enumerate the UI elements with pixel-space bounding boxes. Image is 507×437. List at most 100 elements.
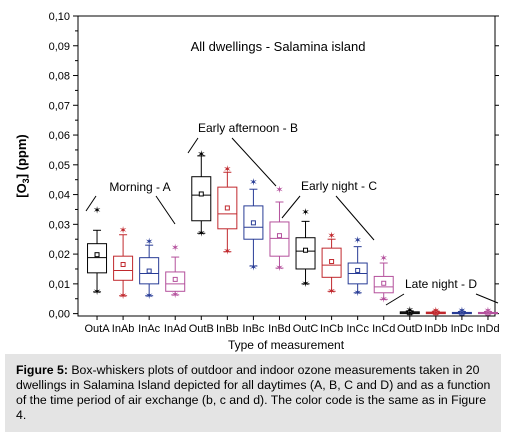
box-InAd: ✶✶ bbox=[165, 243, 186, 301]
x-tick-label: OutA bbox=[84, 323, 110, 335]
annotation-line bbox=[155, 195, 176, 225]
box-OutD: ✶✶ bbox=[399, 306, 420, 320]
box-InBb: ✶✶ bbox=[217, 164, 238, 258]
box-OutB: ✶✶ bbox=[191, 149, 212, 239]
y-tick-label: 0,10 bbox=[49, 11, 70, 23]
outlier-marker: ✶ bbox=[484, 309, 492, 320]
x-tick-label: InCb bbox=[320, 323, 343, 335]
box-OutC: ✶✶ bbox=[295, 207, 316, 290]
outlier-marker: ✶ bbox=[301, 279, 309, 290]
outlier-marker: ✶ bbox=[406, 309, 414, 320]
outlier-marker: ✶ bbox=[275, 263, 283, 274]
boxes: ✶✶✶✶✶✶✶✶✶✶✶✶✶✶✶✶✶✶✶✶✶✶✶✶✶✶ ✶✶ ✶✶ ✶✶ bbox=[87, 149, 498, 320]
box-InBd: ✶✶ bbox=[269, 185, 290, 274]
y-tick-label: 0,08 bbox=[49, 71, 70, 83]
outlier-marker: ✶ bbox=[327, 231, 335, 242]
box-body bbox=[87, 243, 108, 274]
x-tick-label: InAc bbox=[138, 323, 161, 335]
outlier-marker: ✶ bbox=[380, 294, 388, 305]
x-tick-label: InDc bbox=[451, 323, 474, 335]
x-tick-label: InCc bbox=[346, 323, 369, 335]
y-tick-label: 0,09 bbox=[49, 41, 70, 53]
y-tick-label: 0,07 bbox=[49, 100, 70, 112]
box-body bbox=[113, 255, 134, 281]
annotation-line bbox=[475, 293, 499, 304]
x-tick-label: OutD bbox=[397, 323, 423, 335]
box-body bbox=[191, 176, 212, 222]
x-tick-label: InBb bbox=[216, 323, 239, 335]
mean-marker bbox=[276, 233, 282, 239]
y-tick-label: 0,05 bbox=[49, 160, 70, 172]
outlier-marker: ✶ bbox=[171, 290, 179, 301]
box-InCb: ✶✶ bbox=[321, 231, 342, 297]
annotations: Morning - A Early afternoon - B Early nigh… bbox=[85, 121, 499, 306]
y-tick-label: 0,03 bbox=[49, 219, 70, 231]
y-tick-label: 0,06 bbox=[49, 130, 70, 142]
box-plot-chart: 0,00 0,01 0,02 0,03 0,04 0,05 0,06 0,07 0,08 0,09… bbox=[14, 11, 500, 352]
x-tick-label: InCd bbox=[372, 323, 395, 335]
annotation-label: Early afternoon - B bbox=[198, 121, 298, 135]
outlier-marker: ✶ bbox=[145, 237, 153, 248]
outlier-marker: ✶ bbox=[119, 291, 127, 302]
outlier-marker: ✶ bbox=[249, 178, 257, 189]
x-tick-label: OutB bbox=[189, 323, 214, 335]
outlier-marker: ✶ bbox=[484, 306, 492, 317]
annotation-line bbox=[85, 195, 97, 212]
plot-frame bbox=[77, 15, 496, 317]
y-tick-label: 0,01 bbox=[49, 279, 70, 291]
mean-marker bbox=[381, 280, 387, 286]
outlier-marker: ✶ bbox=[458, 306, 466, 317]
box-InAb: ✶✶ bbox=[113, 225, 134, 302]
mean-marker bbox=[303, 247, 309, 253]
outlier-marker: ✶ bbox=[406, 306, 414, 317]
x-tick-label: InAd bbox=[164, 323, 187, 335]
outlier-marker: ✶ bbox=[223, 247, 231, 258]
outlier-marker: ✶ bbox=[301, 207, 309, 218]
mean-marker bbox=[459, 310, 465, 316]
mean-marker bbox=[250, 220, 256, 226]
annotation-line bbox=[385, 293, 405, 306]
x-tick-label: InBc bbox=[242, 323, 265, 335]
mean-marker bbox=[198, 191, 204, 197]
x-tick-label: OutC bbox=[293, 323, 319, 335]
y-axis-label: [O3] (ppm) bbox=[14, 134, 31, 198]
chart-title: All dwellings - Salamina island bbox=[191, 39, 366, 54]
box-OutA: ✶✶ bbox=[87, 205, 108, 298]
y-tick-label: 0,02 bbox=[49, 249, 70, 261]
box-InAc: ✶✶ bbox=[139, 237, 160, 302]
mean-marker bbox=[224, 205, 230, 211]
mean-marker bbox=[94, 252, 100, 258]
outlier-marker: ✶ bbox=[327, 286, 335, 297]
mean-marker bbox=[355, 267, 361, 273]
box-InDc: ✶✶ bbox=[451, 306, 472, 320]
box-InDd: ✶✶ bbox=[477, 306, 498, 320]
box-InCd: ✶✶ bbox=[373, 254, 394, 305]
x-tick-label: InDb bbox=[424, 323, 447, 335]
mean-marker bbox=[120, 262, 126, 268]
outlier-marker: ✶ bbox=[197, 228, 205, 239]
outlier-marker: ✶ bbox=[380, 254, 388, 265]
outlier-marker: ✶ bbox=[119, 225, 127, 236]
outlier-marker: ✶ bbox=[197, 149, 205, 160]
annotation-line bbox=[231, 137, 277, 187]
outlier-marker: ✶ bbox=[93, 287, 101, 298]
annotation-label: Morning - A bbox=[109, 180, 170, 194]
figure-caption: Figure 5: Box-whiskers plots of outdoor … bbox=[5, 354, 501, 432]
outlier-marker: ✶ bbox=[93, 205, 101, 216]
outlier-marker: ✶ bbox=[432, 306, 440, 317]
outlier-marker: ✶ bbox=[275, 185, 283, 196]
mean-marker bbox=[433, 310, 439, 316]
mean-marker bbox=[485, 310, 491, 316]
x-axis-label: Type of measurement bbox=[228, 338, 345, 352]
y-tick-label: 0,04 bbox=[49, 190, 70, 202]
mean-marker bbox=[146, 268, 152, 274]
caption-label: Figure 5: bbox=[16, 363, 68, 377]
outlier-marker: ✶ bbox=[458, 309, 466, 320]
annotation-line bbox=[335, 195, 375, 241]
outlier-marker: ✶ bbox=[353, 288, 361, 299]
box-InBc: ✶✶ bbox=[243, 178, 264, 273]
outlier-marker: ✶ bbox=[223, 164, 231, 175]
outlier-marker: ✶ bbox=[171, 243, 179, 254]
outlier-marker: ✶ bbox=[432, 309, 440, 320]
box-InDb: ✶✶ bbox=[425, 306, 446, 320]
